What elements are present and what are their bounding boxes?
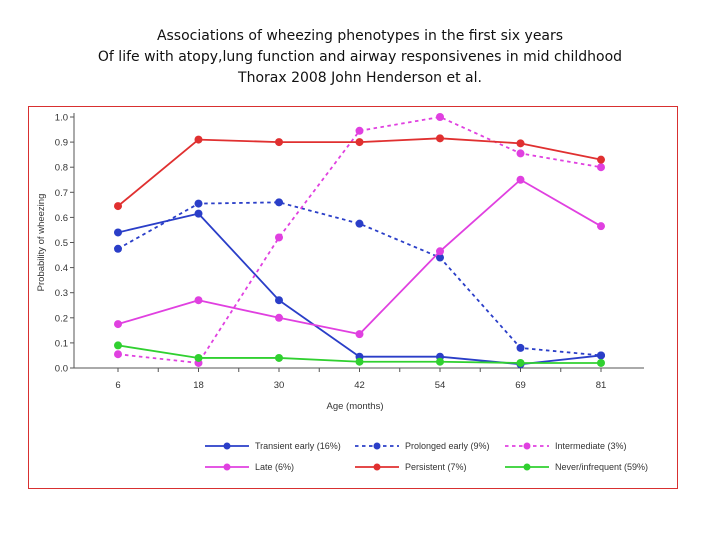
data-point <box>516 139 525 148</box>
y-tick-label: 0.0 <box>55 364 68 375</box>
legend-item-4: Late (6%) <box>205 462 294 472</box>
y-tick-label: 0.7 <box>55 188 68 199</box>
y-tick-label: 0.1 <box>55 338 68 349</box>
legend: Transient early (16%) Prolonged early (9%… <box>205 441 648 472</box>
legend-swatch-marker <box>373 442 381 450</box>
x-tick-label: 81 <box>596 380 607 391</box>
data-point <box>275 198 283 207</box>
series-line <box>117 212 602 366</box>
data-point <box>194 135 203 144</box>
legend-label: Transient early (16%) <box>255 441 341 451</box>
x-tick-label: 42 <box>354 380 365 391</box>
data-point <box>275 313 283 322</box>
legend-label: Persistent (7%) <box>405 462 467 472</box>
x-tick-label: 54 <box>435 380 446 391</box>
data-point <box>194 296 203 305</box>
data-point <box>597 222 605 231</box>
data-point <box>436 253 444 262</box>
data-point <box>436 247 444 256</box>
legend-swatch-marker <box>223 463 231 471</box>
data-point <box>275 233 283 242</box>
title-line-1: Associations of wheezing phenotypes in t… <box>156 28 564 44</box>
series-3 <box>114 113 605 367</box>
data-point <box>355 330 364 339</box>
y-tick-label: 0.3 <box>55 288 68 299</box>
axes: 0.0 0.1 0.2 0.3 0.4 0.5 0.6 0.7 0.8 0.9 1.0 6 18 30 42… <box>36 113 644 412</box>
data-point <box>355 219 364 228</box>
data-point <box>597 358 605 367</box>
data-point <box>516 358 525 367</box>
series-line <box>117 178 602 336</box>
data-point <box>114 341 122 350</box>
y-tick-label: 0.2 <box>55 313 68 324</box>
y-tick-label: 1.0 <box>55 113 68 124</box>
legend-label: Prolonged early (9%) <box>405 441 490 451</box>
data-point <box>114 320 122 329</box>
legend-swatch-marker <box>223 442 231 450</box>
y-tick-label: 0.8 <box>55 163 68 174</box>
series-line <box>117 137 602 207</box>
data-point <box>516 149 525 158</box>
x-tick-label: 30 <box>274 380 285 391</box>
series-layer <box>114 113 605 369</box>
data-point <box>516 343 525 352</box>
data-point <box>114 202 122 211</box>
legend-item-6: Never/infrequent (59%) <box>505 462 648 472</box>
data-point <box>436 134 444 143</box>
x-axis-label: Age (months) <box>326 401 383 412</box>
legend-label: Intermediate (3%) <box>555 441 627 451</box>
data-point <box>597 155 605 164</box>
x-tick-label: 18 <box>193 380 204 391</box>
data-point <box>597 163 605 172</box>
data-point <box>194 199 203 208</box>
legend-item-2: Prolonged early (9%) <box>355 441 490 451</box>
y-tick-label: 0.9 <box>55 138 68 149</box>
data-point <box>114 350 122 359</box>
x-tick-label: 6 <box>115 380 120 391</box>
data-point <box>275 353 283 362</box>
data-point <box>355 357 364 366</box>
y-tick-label: 0.5 <box>55 238 68 249</box>
title-line-3: Thorax 2008 John Henderson et al. <box>238 70 482 86</box>
legend-swatch-marker <box>523 463 531 471</box>
data-point <box>355 126 364 135</box>
chart-title: Associations of wheezing phenotypes in t… <box>0 26 720 89</box>
legend-item-3: Intermediate (3%) <box>505 441 627 451</box>
legend-item-5: Persistent (7%) <box>355 462 467 472</box>
legend-label: Late (6%) <box>255 462 294 472</box>
data-point <box>114 228 122 237</box>
data-point <box>114 244 122 253</box>
data-point <box>194 209 203 218</box>
series-5 <box>114 134 605 211</box>
series-1 <box>114 209 605 369</box>
legend-item-1: Transient early (16%) <box>205 441 341 451</box>
legend-label: Never/infrequent (59%) <box>555 462 648 472</box>
y-tick-label: 0.4 <box>55 263 68 274</box>
data-point <box>275 138 283 147</box>
data-point <box>516 175 525 184</box>
chart-frame <box>28 106 678 489</box>
series-4 <box>114 175 605 339</box>
legend-swatch-marker <box>523 442 531 450</box>
data-point <box>275 296 283 305</box>
legend-swatch-marker <box>373 463 381 471</box>
series-2 <box>114 198 605 360</box>
data-point <box>194 353 203 362</box>
data-point <box>355 138 364 147</box>
y-axis-label: Probability of wheezing <box>36 194 47 292</box>
series-6 <box>114 341 605 367</box>
title-line-2: Of life with atopy,lung function and air… <box>97 49 623 65</box>
x-tick-label: 69 <box>515 380 526 391</box>
y-tick-label: 0.6 <box>55 213 68 224</box>
data-point <box>436 357 444 366</box>
data-point <box>597 351 605 360</box>
data-point <box>436 113 444 121</box>
series-line <box>117 116 602 364</box>
